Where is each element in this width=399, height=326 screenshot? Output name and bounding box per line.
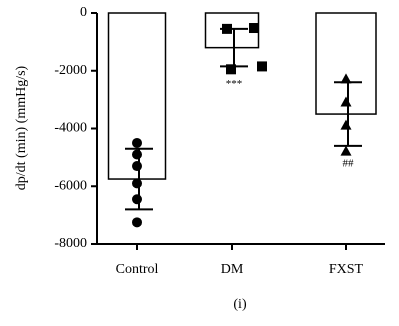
data-point	[132, 161, 142, 172]
data-point	[257, 61, 267, 72]
x-tick-label: DM	[221, 262, 244, 277]
data-point	[132, 149, 142, 160]
caption: (i)	[233, 297, 247, 312]
y-tick-label: -2000	[54, 63, 87, 78]
x-tick-label: Control	[116, 262, 159, 277]
data-point	[132, 194, 142, 205]
data-point	[340, 145, 352, 156]
data-point	[340, 119, 352, 130]
data-point	[340, 96, 352, 107]
y-tick-label: -4000	[54, 121, 87, 136]
y-tick-label: -6000	[54, 178, 87, 193]
y-tick-label: 0	[80, 5, 87, 20]
y-axis-label: dp/dt (min) (mmHg/s)	[14, 65, 29, 190]
data-point	[340, 73, 352, 84]
data-point	[226, 64, 236, 75]
y-tick-label: -8000	[54, 236, 87, 251]
annotation: ***	[226, 78, 243, 90]
data-point	[132, 137, 142, 148]
data-point	[132, 178, 142, 189]
x-tick-label: FXST	[329, 262, 364, 277]
data-point	[132, 217, 142, 228]
data-point	[222, 23, 232, 34]
data-point	[249, 23, 259, 34]
annotation: ##	[343, 157, 355, 169]
